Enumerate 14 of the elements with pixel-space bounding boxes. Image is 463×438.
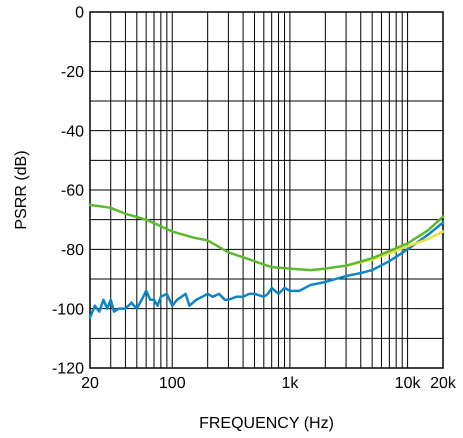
x-tick-label: 20 xyxy=(81,375,99,392)
y-axis-title: PSRR (dB) xyxy=(13,150,30,230)
y-tick-label: -20 xyxy=(60,64,84,81)
y-tick-label: 0 xyxy=(75,4,84,22)
y-tick-label: -80 xyxy=(60,242,84,259)
y-tick-label: -60 xyxy=(60,182,84,200)
x-axis-title: FREQUENCY (Hz) xyxy=(199,415,334,432)
y-tick-label: -40 xyxy=(60,123,84,140)
x-tick-label: 1k xyxy=(281,375,300,392)
x-tick-label: 100 xyxy=(158,375,186,392)
y-tick-label: -120 xyxy=(52,360,84,378)
x-tick-label: 10k xyxy=(394,375,422,392)
x-tick-label: 20k xyxy=(430,375,457,392)
y-tick-label: -100 xyxy=(52,301,84,318)
